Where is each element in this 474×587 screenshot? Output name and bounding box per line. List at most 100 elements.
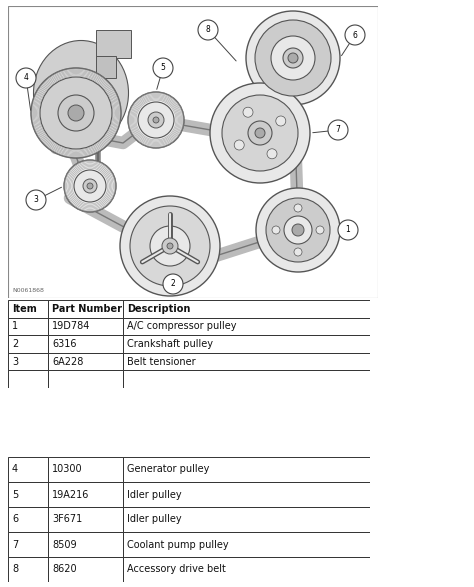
Circle shape [167,243,173,249]
Text: 1: 1 [346,225,350,234]
Bar [123,482,370,507]
Circle shape [338,220,358,240]
Text: 6: 6 [353,31,357,39]
Circle shape [26,190,46,210]
Circle shape [153,117,159,123]
Circle shape [248,121,272,145]
Bar [123,507,370,532]
Circle shape [153,58,173,78]
Circle shape [222,95,298,171]
Bar [48,335,123,353]
Circle shape [87,183,93,189]
Circle shape [128,92,184,148]
Circle shape [246,11,340,105]
Bar [8,370,48,388]
Text: 8620: 8620 [52,565,77,575]
Bar [48,318,123,335]
Bar [123,370,370,388]
Ellipse shape [34,41,128,146]
Circle shape [256,188,340,272]
Circle shape [267,149,277,159]
Bar [8,353,48,370]
Text: Idler pulley: Idler pulley [127,490,182,500]
Bar [123,335,370,353]
Circle shape [316,226,324,234]
Bar [96,56,116,78]
Bar [48,482,123,507]
Text: N0061868: N0061868 [12,288,44,293]
Circle shape [148,112,164,128]
Text: Idler pulley: Idler pulley [127,514,182,525]
Text: Belt tensioner: Belt tensioner [127,356,196,367]
Circle shape [272,226,280,234]
Text: 8: 8 [12,565,18,575]
Text: 5: 5 [12,490,18,500]
Circle shape [130,206,210,286]
Circle shape [255,128,265,138]
Bar [123,300,370,318]
Circle shape [68,105,84,121]
Bar [48,300,123,318]
Circle shape [162,238,178,254]
Text: 5: 5 [161,63,165,73]
Circle shape [40,77,112,149]
Bar [123,353,370,370]
Circle shape [243,107,253,117]
Text: 2: 2 [12,339,18,349]
Circle shape [283,48,303,68]
Bar [8,457,48,482]
Text: A/C compressor pulley: A/C compressor pulley [127,322,237,332]
Circle shape [294,204,302,212]
Text: 3: 3 [34,195,38,204]
Circle shape [276,116,286,126]
Bar [48,507,123,532]
Bar [123,318,370,335]
Circle shape [345,25,365,45]
Circle shape [58,95,94,131]
Bar [123,557,370,582]
Bar [123,457,370,482]
Circle shape [74,170,106,202]
Text: 10300: 10300 [52,464,82,474]
Bar [96,30,131,58]
Circle shape [150,226,190,266]
Circle shape [198,20,218,40]
Bar [8,482,48,507]
Bar [48,353,123,370]
Circle shape [292,224,304,236]
Circle shape [64,160,116,212]
Circle shape [210,83,310,183]
Bar [8,335,48,353]
Text: Accessory drive belt: Accessory drive belt [127,565,226,575]
Text: Generator pulley: Generator pulley [127,464,210,474]
Circle shape [234,140,244,150]
Circle shape [83,179,97,193]
Text: 3F671: 3F671 [52,514,82,525]
Text: 6316: 6316 [52,339,76,349]
Circle shape [271,36,315,80]
Bar [8,532,48,557]
Bar [8,318,48,335]
Text: 8509: 8509 [52,539,77,549]
Text: 19D784: 19D784 [52,322,91,332]
Bar [48,370,123,388]
Circle shape [266,198,330,262]
Bar [8,507,48,532]
Bar [48,532,123,557]
Bar [48,557,123,582]
Text: 3: 3 [12,356,18,367]
Circle shape [138,102,174,138]
Text: Description: Description [127,304,191,314]
Text: 2: 2 [171,279,175,288]
Circle shape [328,120,348,140]
Circle shape [294,248,302,256]
Circle shape [255,20,331,96]
Bar [123,532,370,557]
Text: Coolant pump pulley: Coolant pump pulley [127,539,228,549]
Text: 4: 4 [24,73,28,83]
Text: 7: 7 [336,126,340,134]
Text: 7: 7 [12,539,18,549]
Circle shape [31,68,121,158]
Text: 4: 4 [12,464,18,474]
Text: Part Number: Part Number [52,304,122,314]
